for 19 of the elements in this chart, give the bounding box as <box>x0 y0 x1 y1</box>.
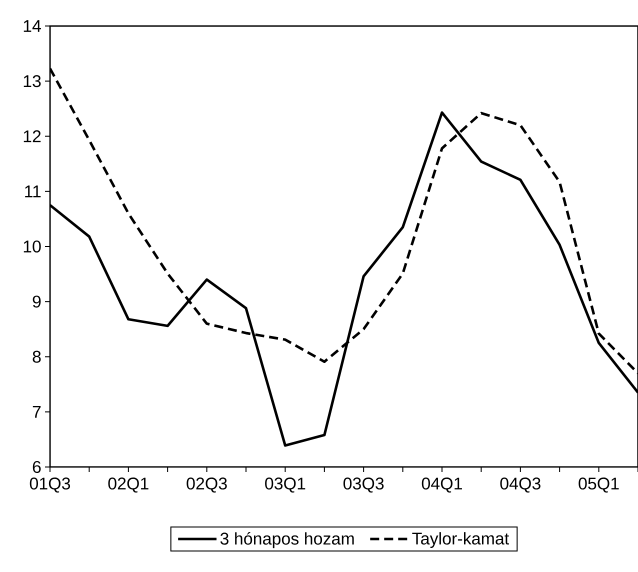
y-tick-label: 9 <box>32 296 41 308</box>
x-tick-label: 03Q3 <box>343 478 384 493</box>
y-tick-label: 10 <box>24 240 41 253</box>
x-tick-label: 05Q1 <box>578 478 619 493</box>
x-tick-label: 03Q1 <box>265 478 306 493</box>
x-tick-label: 02Q3 <box>186 478 227 493</box>
legend-label: 3 hónapos hozam <box>220 532 354 548</box>
y-tick-label: 14 <box>24 20 41 32</box>
y-tick-label: 6 <box>32 460 41 474</box>
x-tick-label: 02Q1 <box>108 478 148 493</box>
x-tick-label: 01Q3 <box>30 478 70 493</box>
y-tick-label: 7 <box>32 406 41 418</box>
x-tick-label: 04Q3 <box>500 478 540 493</box>
y-tick-label: 11 <box>25 186 41 198</box>
x-tick-label: 04Q1 <box>422 478 462 493</box>
y-tick-label: 13 <box>24 75 41 88</box>
y-tick-label: 12 <box>24 130 41 142</box>
legend-label: Taylor-kamat <box>412 532 510 548</box>
y-tick-label: 8 <box>32 350 41 363</box>
